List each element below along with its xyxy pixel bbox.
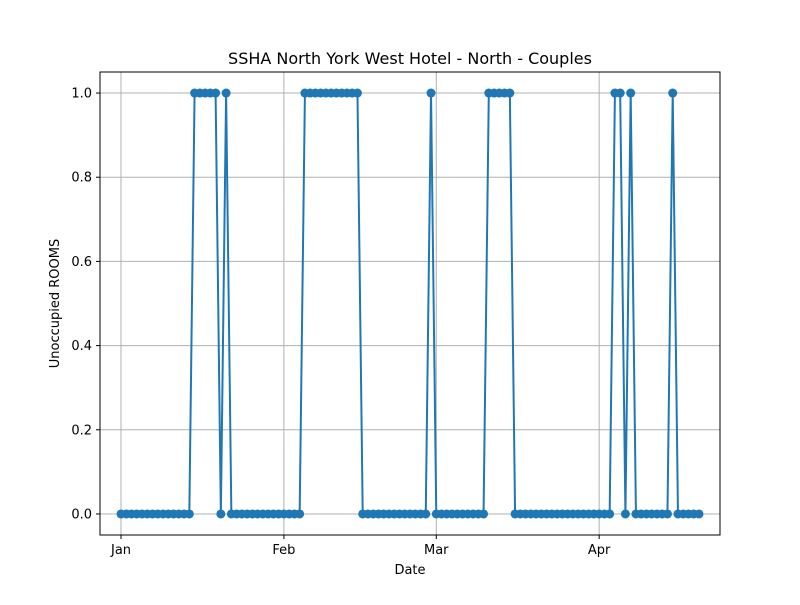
data-point (479, 509, 489, 519)
y-tick-label: 0.2 (71, 423, 92, 438)
data-point (505, 88, 515, 98)
data-point (668, 88, 678, 98)
y-axis-label: Unoccupied ROOMS (48, 239, 63, 368)
data-point (184, 509, 194, 519)
data-point (421, 509, 431, 519)
y-tick-label: 0.6 (71, 255, 92, 270)
data-point (295, 509, 305, 519)
y-tick-label: 0.0 (71, 507, 92, 522)
data-point (352, 88, 362, 98)
y-tick-label: 0.8 (71, 171, 92, 186)
data-point (605, 509, 615, 519)
axes-frame (99, 71, 721, 536)
data-point (221, 88, 231, 98)
data-point (426, 88, 436, 98)
data-point (626, 88, 636, 98)
x-tick-label: Feb (272, 543, 295, 558)
x-tick-label: Apr (588, 543, 611, 558)
y-tick-label: 1.0 (71, 87, 92, 102)
data-point (620, 509, 630, 519)
y-tick-label: 0.4 (71, 339, 92, 354)
data-point (615, 88, 625, 98)
axis-ticks: Jan Feb Mar Apr 0.0 0.2 0.4 0.6 0.8 1.0 (71, 87, 611, 558)
data-point (211, 88, 221, 98)
x-axis-label: Date (394, 563, 425, 578)
x-tick-label: Mar (424, 543, 449, 558)
data-point (694, 509, 704, 519)
x-tick-label: Jan (110, 543, 131, 558)
series-points-layer (116, 88, 704, 519)
data-point (216, 509, 226, 519)
data-point (662, 509, 672, 519)
chart-title: SSHA North York West Hotel - North - Cou… (228, 49, 592, 68)
